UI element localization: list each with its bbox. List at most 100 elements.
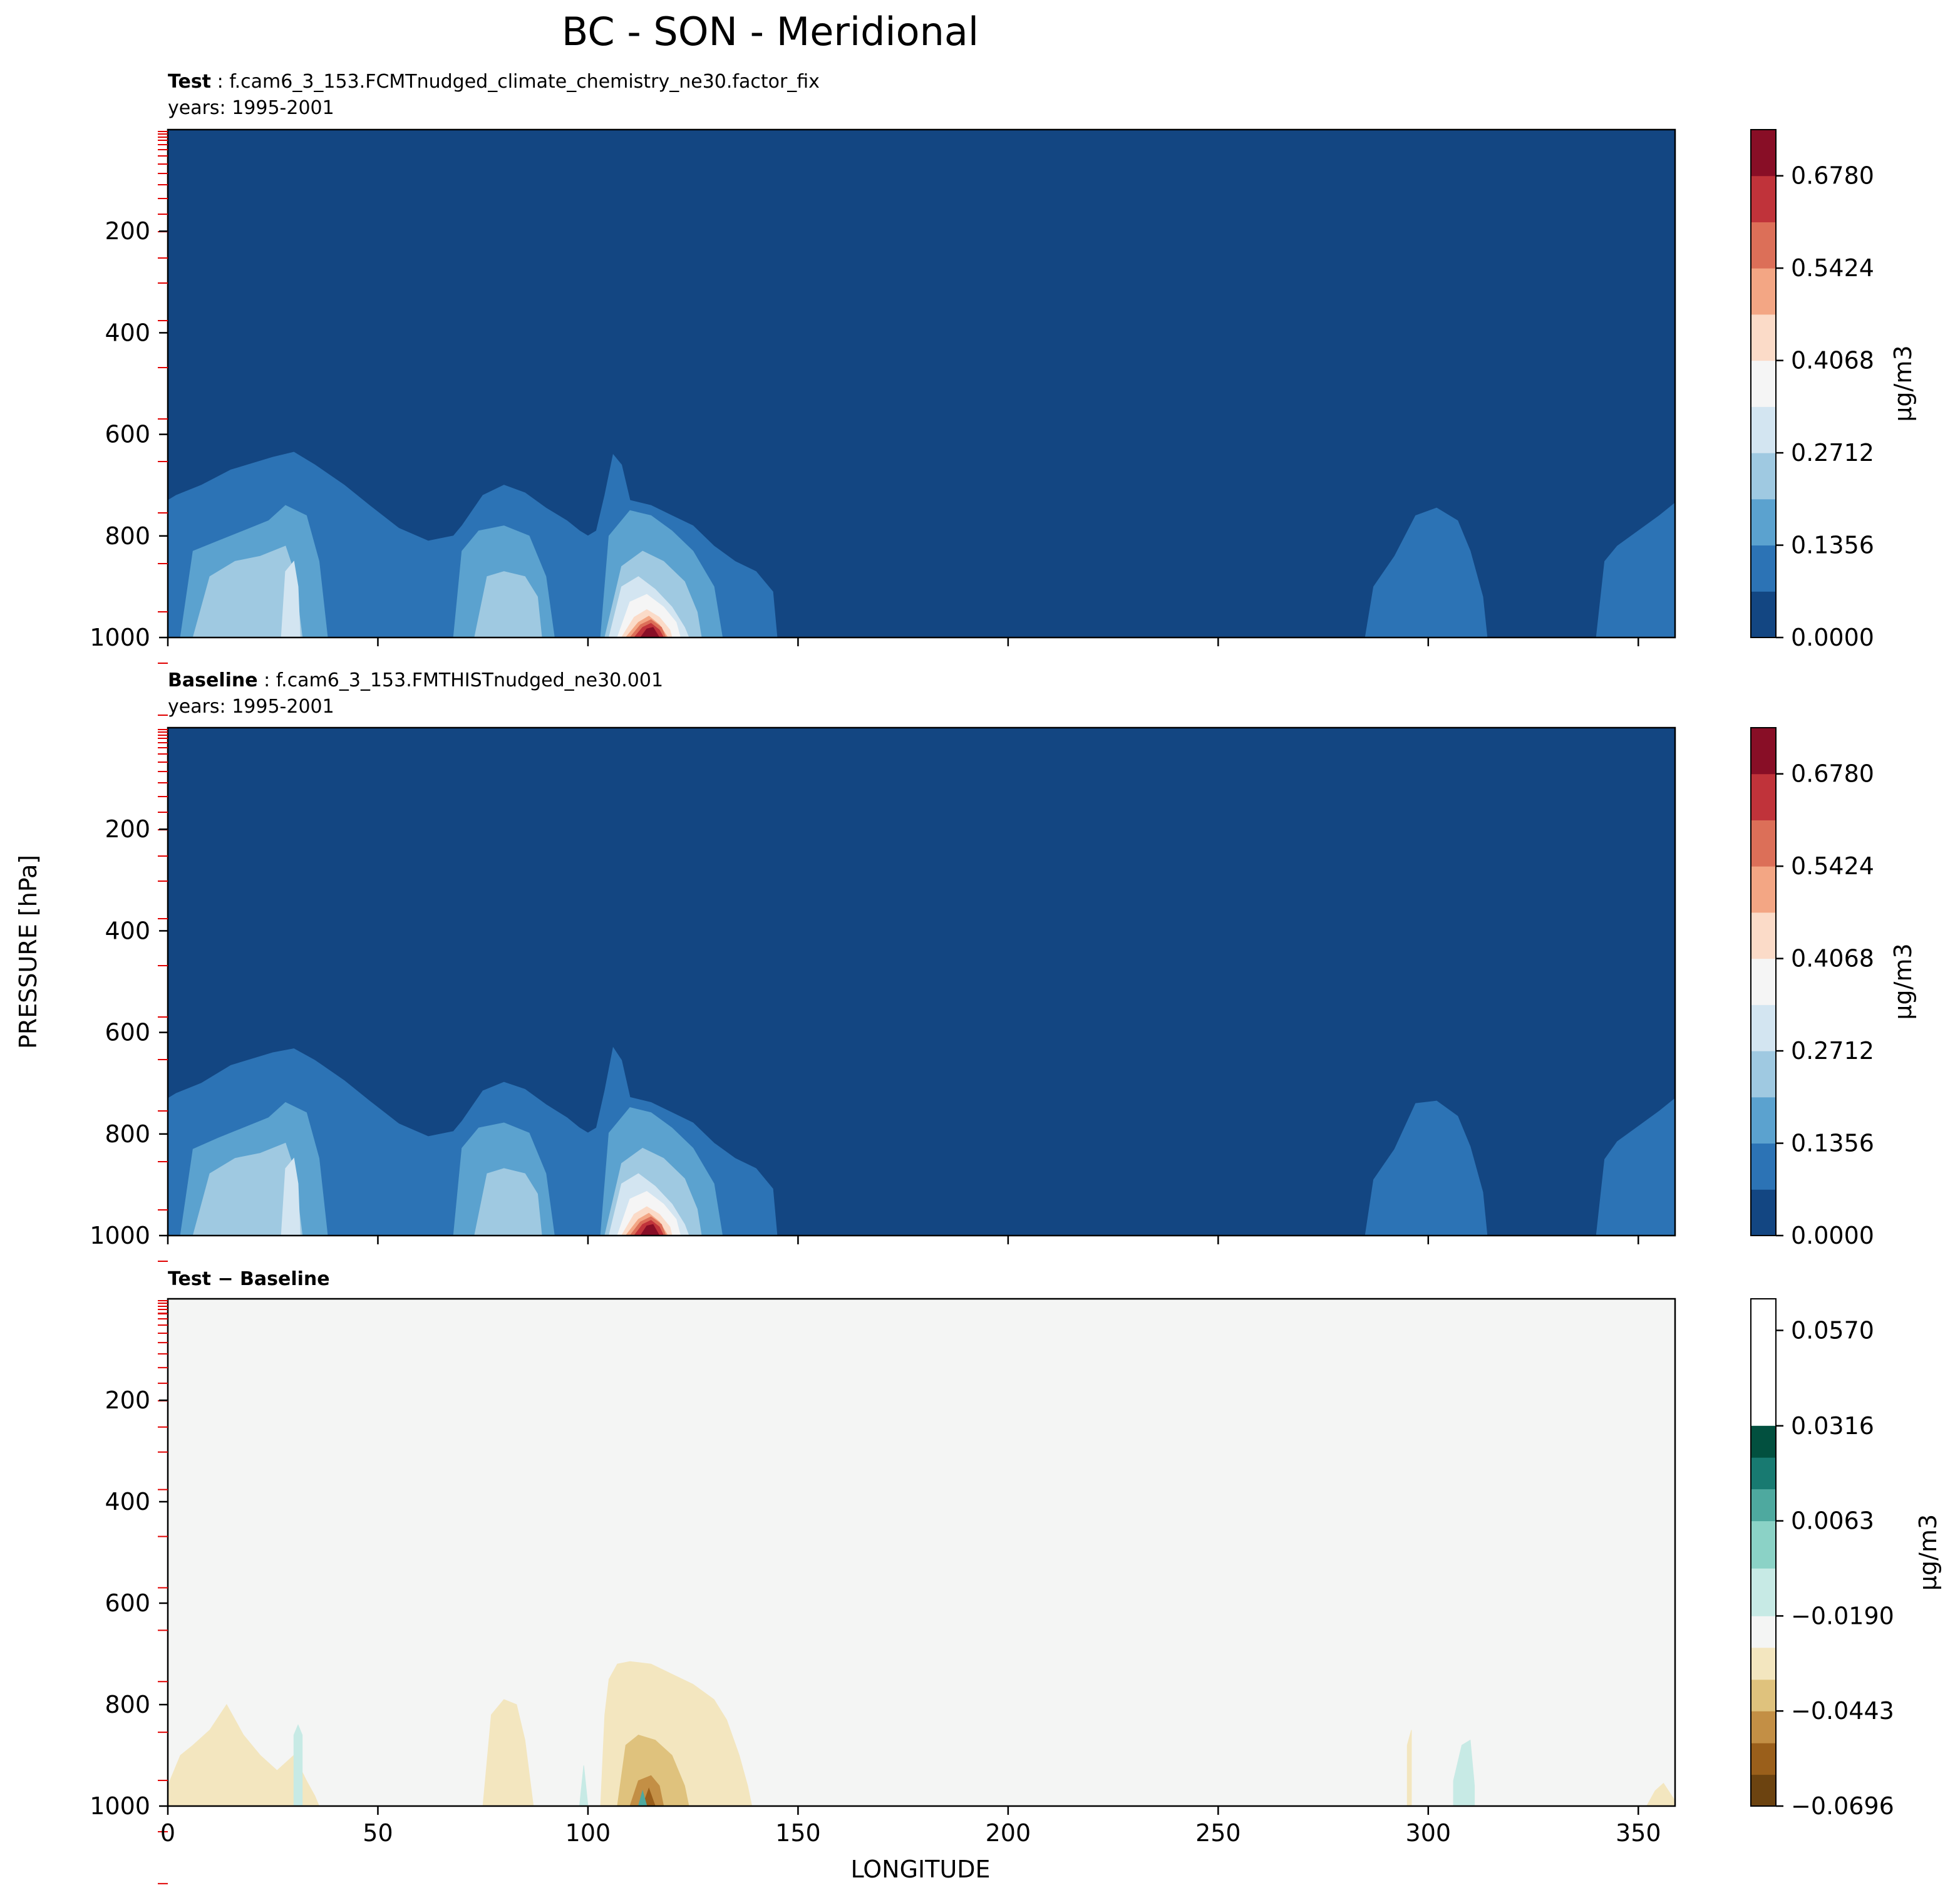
colorbar-swatch <box>1751 130 1776 177</box>
shared-ylabel: PRESSURE [hPa] <box>14 855 42 1049</box>
colorbar-swatch <box>1751 1679 1776 1712</box>
colorbar-swatch <box>1751 866 1776 913</box>
colorbar-swatch <box>1751 1711 1776 1743</box>
contour-region <box>293 1724 303 1807</box>
colorbar-swatch <box>1751 1774 1776 1807</box>
colorbar-swatch <box>1751 1189 1776 1236</box>
colorbar-tick-label: 0.2712 <box>1791 439 1874 467</box>
colorbar-swatch <box>1751 360 1776 407</box>
colorbar-tick-label: 0.0316 <box>1791 1412 1874 1440</box>
colorbar-swatch <box>1751 498 1776 546</box>
colorbar-swatch <box>1751 1489 1776 1522</box>
x-tick-label: 0 <box>160 1819 175 1847</box>
y-tick-label: 200 <box>105 1386 150 1414</box>
y-tick-label: 800 <box>105 522 150 550</box>
contour-region <box>192 545 303 638</box>
y-tick-label: 600 <box>105 1019 150 1046</box>
colorbar-tick-label: 0.0570 <box>1791 1316 1874 1344</box>
colorbar-swatch <box>1751 773 1776 820</box>
panel-difference: Test − Baseline 200 400 600 800 1000 0 50 100 15… <box>90 1268 1942 1884</box>
y-tick-label: 1000 <box>90 1222 150 1249</box>
colorbar-swatch <box>1751 912 1776 959</box>
colorbar-swatch <box>1751 175 1776 222</box>
panel-title-bold: Test <box>168 71 211 93</box>
colorbar-swatch <box>1751 1097 1776 1144</box>
colorbar-swatch <box>1751 820 1776 867</box>
panel-title-rest: : f.cam6_3_153.FMTHISTnudged_ne30.001 <box>258 669 663 691</box>
x-tick-label: 150 <box>775 1819 821 1847</box>
plot-frame <box>167 1298 1676 1807</box>
colorbar-swatch <box>1751 1457 1776 1490</box>
x-tick-label: 250 <box>1195 1819 1241 1847</box>
colorbar-frame <box>1750 1298 1777 1807</box>
colorbar-tick-label: 0.4068 <box>1791 945 1874 973</box>
colorbar-frame <box>1750 129 1777 638</box>
y-tick-label: 800 <box>105 1120 150 1148</box>
plot-area: 200 400 600 800 1000 <box>90 128 1676 716</box>
y-tick-label: 800 <box>105 1691 150 1718</box>
x-tick-label: 200 <box>986 1819 1031 1847</box>
y-tick-label: 1000 <box>90 1792 150 1820</box>
y-tick-label: 400 <box>105 917 150 944</box>
x-tick-label: 100 <box>565 1819 611 1847</box>
panel-title-bold: Test − Baseline <box>168 1268 330 1290</box>
colorbar-swatch <box>1751 1647 1776 1680</box>
colorbar-swatch <box>1751 958 1776 1005</box>
colorbar-swatch <box>1751 1143 1776 1190</box>
panel-title: Baseline : f.cam6_3_153.FMTHISTnudged_ne… <box>168 669 663 691</box>
colorbar-swatch <box>1751 268 1776 315</box>
colorbar-tick-label: 0.0063 <box>1791 1507 1874 1535</box>
panel-title: Test − Baseline <box>168 1268 330 1290</box>
colorbar-swatch <box>1751 728 1776 775</box>
y-tick-label: 200 <box>105 217 150 245</box>
colorbar-swatch <box>1751 406 1776 453</box>
colorbar-tick-label: −0.0696 <box>1791 1792 1894 1820</box>
figure-title: BC - SON - Meridional <box>562 9 979 54</box>
colorbar-swatch <box>1751 1568 1776 1616</box>
colorbar-tick-label: 0.6780 <box>1791 760 1874 788</box>
contour-base <box>168 1299 1675 1806</box>
colorbar-tick-label: 0.2712 <box>1791 1037 1874 1065</box>
contour-region <box>1364 507 1488 638</box>
colorbar-tick-label: 0.6780 <box>1791 162 1874 190</box>
colorbar-swatch <box>1751 1051 1776 1098</box>
colorbar-tick-label: 0.1356 <box>1791 532 1874 559</box>
colorbar-tick-label: 0.0000 <box>1791 1222 1874 1249</box>
y-tick-label: 200 <box>105 815 150 843</box>
x-tick-label: 350 <box>1616 1819 1661 1847</box>
colorbar-swatch <box>1751 545 1776 592</box>
panel-title: Test : f.cam6_3_153.FCMTnudged_climate_c… <box>168 71 820 93</box>
panel-title-bold: Baseline <box>168 669 258 691</box>
colorbar-tick-label: 0.5424 <box>1791 254 1874 282</box>
y-tick-label: 1000 <box>90 624 150 651</box>
panel-years: years: 1995-2001 <box>168 696 334 718</box>
panel-years: years: 1995-2001 <box>168 97 334 119</box>
plot-area: 200 400 600 800 1000 0 50 100 150 200 250 300 350 <box>90 1298 1676 1884</box>
colorbar-swatch <box>1751 591 1776 638</box>
contour-region <box>1364 1100 1488 1236</box>
panel-title-rest: : f.cam6_3_153.FCMTnudged_climate_chemis… <box>211 71 820 93</box>
contour-region <box>167 1704 320 1807</box>
y-tick-label: 600 <box>105 421 150 448</box>
colorbar-swatch <box>1751 1521 1776 1569</box>
x-tick-label: 50 <box>363 1819 393 1847</box>
colorbar: 0.0000 0.1356 0.2712 0.4068 0.5424 0.6780 <box>1750 727 1874 1249</box>
contour-region <box>617 1735 689 1807</box>
colorbar-label: μg/m3 <box>1914 1514 1942 1591</box>
colorbar-swatch <box>1751 222 1776 269</box>
colorbar-tick-label: 0.4068 <box>1791 347 1874 374</box>
plot-frame <box>167 726 1676 1237</box>
y-tick-label: 400 <box>105 319 150 346</box>
colorbar-tick-label: 0.1356 <box>1791 1130 1874 1157</box>
colorbar: 0.0000 0.1356 0.2712 0.4068 0.5424 0.6780 <box>1750 129 1874 651</box>
y-tick-label: 400 <box>105 1488 150 1515</box>
contour-region <box>192 1142 303 1236</box>
colorbar-frame <box>1750 727 1777 1236</box>
plot-area: 200 400 600 800 1000 <box>90 726 1676 1314</box>
colorbar-label: μg/m3 <box>1889 943 1917 1020</box>
colorbar: −0.0696 −0.0443 −0.0190 0.0063 0.0316 0.0570 <box>1750 1298 1894 1820</box>
x-tick-label: 300 <box>1406 1819 1452 1847</box>
colorbar-swatch <box>1751 1743 1776 1775</box>
panel-test: Test : f.cam6_3_153.FCMTnudged_climate_c… <box>90 71 1917 716</box>
